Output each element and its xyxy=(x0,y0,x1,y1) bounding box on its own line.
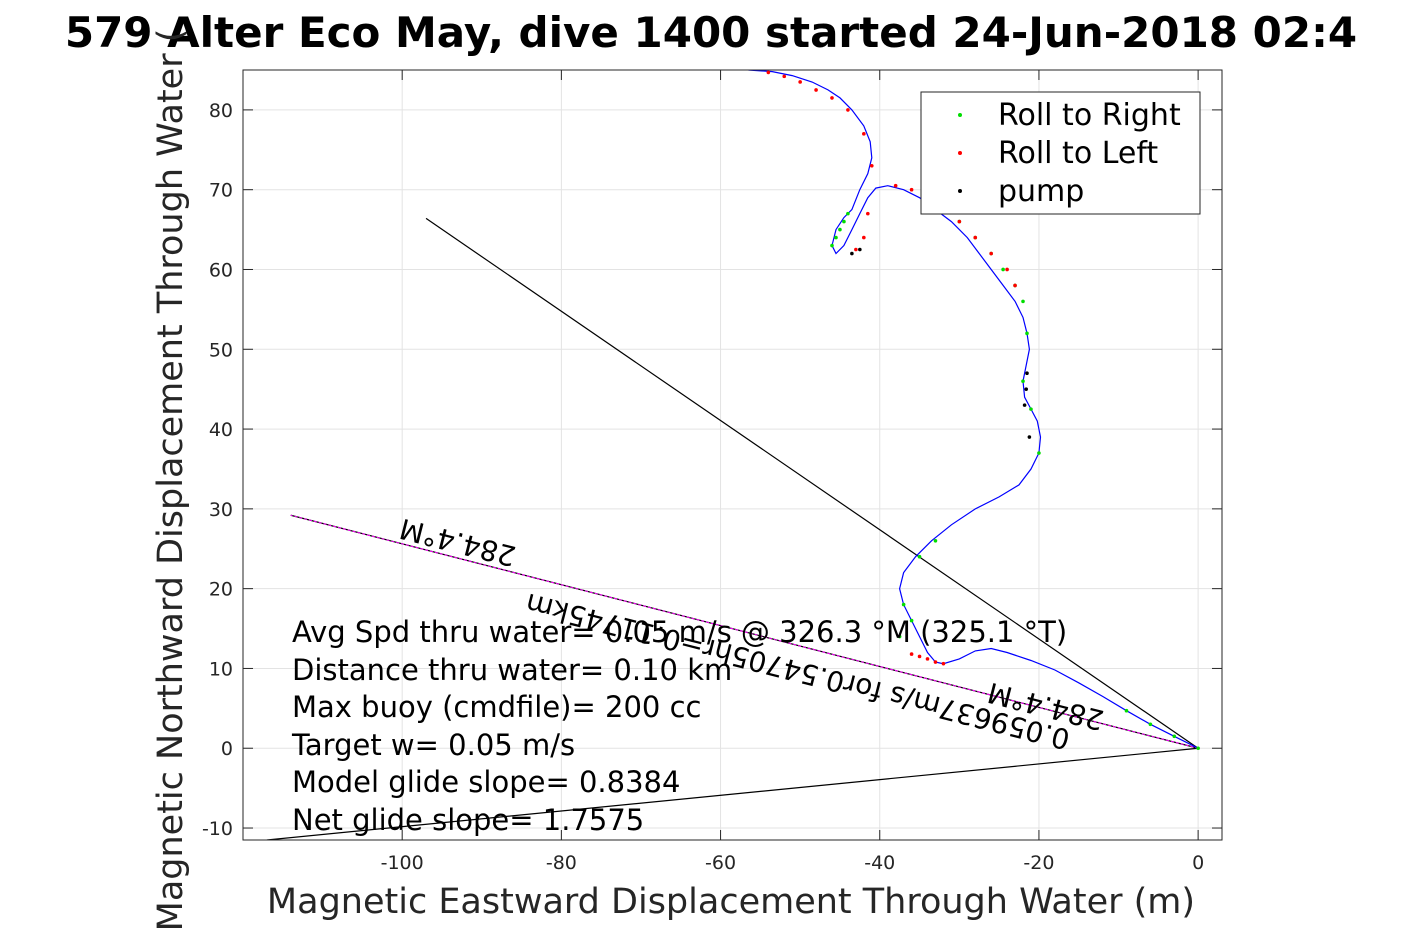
roll-right-point xyxy=(846,211,850,216)
y-tick-label: 0 xyxy=(221,738,233,760)
roll-right-point xyxy=(1172,734,1177,739)
roll-left-point xyxy=(957,219,962,224)
x-axis-label: Magnetic Eastward Displacement Through W… xyxy=(267,882,1195,922)
roll-right-point xyxy=(830,243,834,248)
y-tick-label: 40 xyxy=(209,419,233,441)
stat-max-buoy: Max buoy (cmdfile)= 200 cc xyxy=(292,690,701,724)
grid xyxy=(243,70,1222,840)
y-ticks: -10 0 10 20 30 40 50 60 70 80 xyxy=(202,100,1222,840)
pump-point xyxy=(850,251,854,256)
pump-point xyxy=(1022,403,1027,407)
roll-right-point xyxy=(1021,299,1025,304)
reference-line xyxy=(425,217,1199,749)
heading-line xyxy=(290,514,1199,749)
chart-title: 579 Alter Eco May, dive 1400 started 24-… xyxy=(65,8,1357,57)
roll-left-point xyxy=(814,88,818,92)
pump-point xyxy=(1027,435,1032,439)
legend-label-roll-left: Roll to Left xyxy=(998,136,1158,171)
legend-label-roll-right: Roll to Right xyxy=(998,98,1181,133)
roll-right-point xyxy=(909,618,914,623)
track-layer xyxy=(748,70,1200,751)
pump-point xyxy=(1025,371,1029,376)
roll-right-point xyxy=(1021,379,1025,383)
roll-left-point xyxy=(941,661,946,666)
x-ticks: -100 -80 -60 -40 -20 0 xyxy=(381,70,1204,874)
legend-box xyxy=(920,91,1201,215)
y-tick-label: 30 xyxy=(209,499,233,521)
roll-left-point xyxy=(925,657,930,661)
roll-left-point xyxy=(782,74,787,79)
roll-right-point xyxy=(1037,451,1041,455)
roll-left-point xyxy=(830,96,834,100)
roll-right-point xyxy=(1124,708,1129,713)
roll-left-point xyxy=(798,80,802,84)
pump-point xyxy=(858,247,862,252)
legend-label-pump: pump xyxy=(998,174,1084,209)
roll-right-point xyxy=(917,554,922,559)
roll-left-point xyxy=(909,187,914,192)
roll-left-point xyxy=(854,247,858,252)
x-tick-label: -20 xyxy=(1023,852,1054,874)
roll-right-point xyxy=(901,602,906,607)
y-tick-label: 70 xyxy=(209,180,233,202)
y-axis-label: Magnetic Northward Displacement Through … xyxy=(151,29,191,932)
roll-right-point xyxy=(842,219,846,224)
roll-right-point xyxy=(834,235,838,240)
legend-marker-pump xyxy=(958,189,962,193)
stat-model-glide: Model glide slope= 0.8384 xyxy=(292,765,680,799)
roll-left-point xyxy=(869,163,874,168)
roll-left-point xyxy=(909,652,914,656)
roll-left-point xyxy=(917,654,922,659)
y-tick-label: -10 xyxy=(202,818,233,840)
roll-right-point xyxy=(1196,746,1200,751)
track-line xyxy=(748,70,1199,749)
roll-left-point xyxy=(862,132,866,136)
x-tick-label: 0 xyxy=(1192,852,1204,874)
y-tick-label: 60 xyxy=(209,259,233,281)
legend-marker-roll-right xyxy=(958,113,962,117)
roll-left-point xyxy=(862,235,866,240)
roll-left-point xyxy=(866,211,870,216)
roll-left-point xyxy=(766,70,771,75)
x-tick-label: -40 xyxy=(864,852,895,874)
reference-lines xyxy=(266,217,1199,840)
roll-left-point xyxy=(1013,283,1017,288)
roll-left-point xyxy=(933,660,938,664)
roll-right-point xyxy=(1148,722,1153,727)
roll-right-point xyxy=(1001,267,1005,272)
roll-right-point xyxy=(933,538,938,543)
y-tick-label: 80 xyxy=(209,100,233,122)
roll-right-point xyxy=(838,227,842,232)
legend: Roll to Right Roll to Left pump xyxy=(920,91,1201,215)
roll-left-point xyxy=(1005,267,1009,272)
reference-line xyxy=(266,747,1199,840)
roll-left-point xyxy=(893,183,898,188)
plot-frame xyxy=(242,69,1223,841)
x-tick-label: -60 xyxy=(705,852,736,874)
roll-right-point xyxy=(1029,407,1033,411)
stat-target-w: Target w= 0.05 m/s xyxy=(291,728,575,762)
stat-avg-speed: Avg Spd thru water= 0.05 m/s @ 326.3 °M … xyxy=(292,615,1067,649)
pump-point xyxy=(1024,387,1028,391)
roll-left-point xyxy=(973,235,978,240)
y-tick-label: 10 xyxy=(209,658,233,680)
x-tick-label: -100 xyxy=(381,852,424,874)
roll-right-point xyxy=(1025,331,1029,336)
stats-block: Avg Spd thru water= 0.05 m/s @ 326.3 °M … xyxy=(291,615,1067,837)
stat-distance: Distance thru water= 0.10 km xyxy=(292,653,732,687)
roll-left-point xyxy=(989,251,993,256)
y-tick-label: 50 xyxy=(209,339,233,361)
roll-right-point xyxy=(897,634,902,639)
stat-net-glide: Net glide slope= 1.7575 xyxy=(292,803,644,837)
legend-marker-roll-left xyxy=(958,151,962,155)
x-tick-label: -80 xyxy=(546,852,577,874)
roll-left-point xyxy=(846,108,850,112)
y-tick-label: 20 xyxy=(209,579,233,601)
